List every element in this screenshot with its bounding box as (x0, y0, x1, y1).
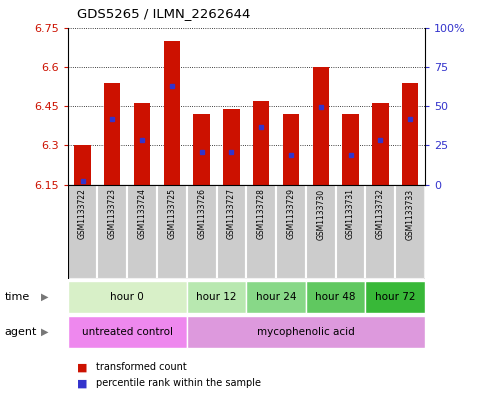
Bar (187, 316, 425, 348)
Bar (395, 185, 425, 279)
Text: GSM1133730: GSM1133730 (316, 189, 325, 240)
Bar (246, 185, 276, 279)
Bar (342, 114, 359, 185)
Bar (402, 83, 418, 185)
Text: GSM1133728: GSM1133728 (257, 189, 266, 239)
Bar (68, 316, 187, 348)
Text: mycophenolic acid: mycophenolic acid (257, 327, 355, 337)
Text: untreated control: untreated control (82, 327, 173, 337)
Bar (372, 103, 388, 185)
Bar (366, 185, 395, 279)
Bar (246, 281, 306, 313)
Text: agent: agent (5, 327, 37, 337)
Bar (216, 185, 246, 279)
Text: ■: ■ (77, 362, 88, 373)
Text: GSM1133731: GSM1133731 (346, 189, 355, 239)
Bar (74, 145, 91, 185)
Text: hour 48: hour 48 (315, 292, 356, 302)
Bar (366, 281, 425, 313)
Bar (104, 83, 120, 185)
Text: GSM1133723: GSM1133723 (108, 189, 117, 239)
Bar (187, 185, 216, 279)
Text: GDS5265 / ILMN_2262644: GDS5265 / ILMN_2262644 (77, 7, 251, 20)
Bar (68, 185, 98, 279)
Bar (276, 185, 306, 279)
Text: ▶: ▶ (41, 327, 49, 337)
Bar (194, 114, 210, 185)
Bar (336, 185, 366, 279)
Text: hour 24: hour 24 (256, 292, 297, 302)
Text: transformed count: transformed count (96, 362, 186, 373)
Bar (127, 185, 157, 279)
Bar (313, 67, 329, 185)
Text: percentile rank within the sample: percentile rank within the sample (96, 378, 261, 388)
Text: GSM1133726: GSM1133726 (197, 189, 206, 239)
Bar (164, 40, 180, 185)
Text: GSM1133732: GSM1133732 (376, 189, 385, 239)
Bar (253, 101, 270, 185)
Text: GSM1133733: GSM1133733 (406, 189, 414, 240)
Text: GSM1133727: GSM1133727 (227, 189, 236, 239)
Bar (68, 281, 187, 313)
Text: hour 12: hour 12 (196, 292, 237, 302)
Bar (283, 114, 299, 185)
Text: GSM1133729: GSM1133729 (286, 189, 296, 239)
Text: hour 0: hour 0 (110, 292, 144, 302)
Bar (157, 185, 187, 279)
Text: GSM1133724: GSM1133724 (138, 189, 146, 239)
Text: ■: ■ (77, 378, 88, 388)
Bar (223, 109, 240, 185)
Text: GSM1133722: GSM1133722 (78, 189, 87, 239)
Text: GSM1133725: GSM1133725 (168, 189, 176, 239)
Text: hour 72: hour 72 (375, 292, 415, 302)
Bar (134, 103, 150, 185)
Bar (98, 185, 127, 279)
Bar (187, 281, 246, 313)
Bar (306, 281, 366, 313)
Text: time: time (5, 292, 30, 302)
Bar (306, 185, 336, 279)
Text: ▶: ▶ (41, 292, 49, 302)
